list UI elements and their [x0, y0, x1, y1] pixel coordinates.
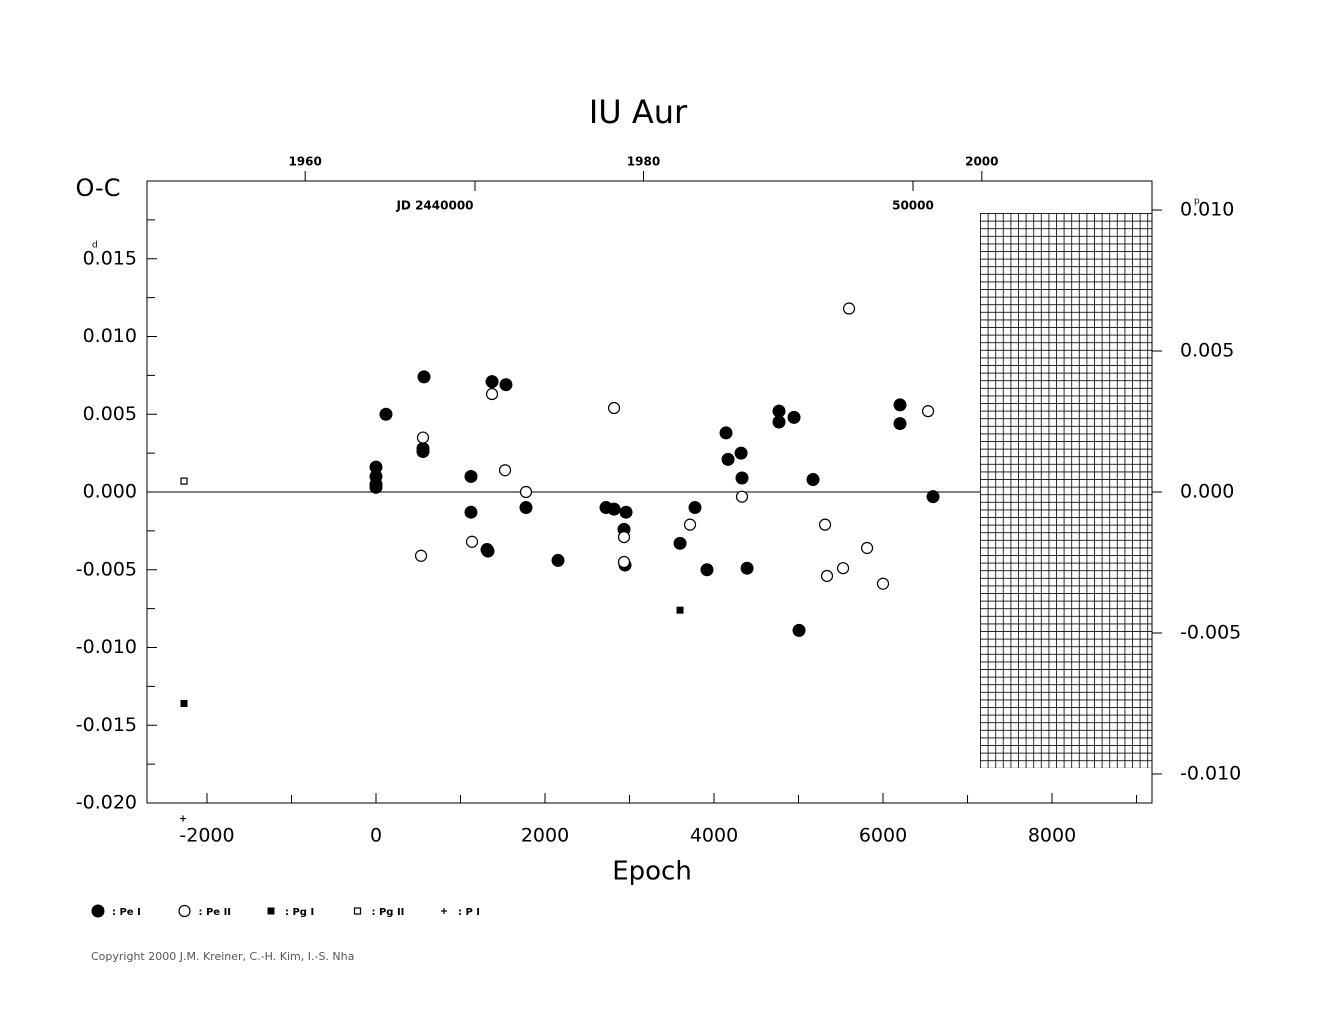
y2-tick-label: -0.005: [1180, 621, 1241, 643]
y-tick-label: 0.015: [83, 247, 137, 269]
point: [820, 569, 834, 583]
x-tick-label: 2000: [521, 825, 569, 847]
legend-marker: [441, 908, 447, 914]
point: [683, 518, 697, 531]
point: [607, 502, 621, 516]
point: [860, 541, 874, 555]
point: [926, 490, 940, 504]
x-tick-label: 0: [370, 825, 382, 847]
x-tick-label: -2000: [179, 825, 234, 847]
point: [519, 485, 533, 499]
legend-label: : Pg II: [372, 907, 405, 918]
y2-tick-label: 0.000: [1180, 481, 1234, 503]
legend-label: : P I: [458, 907, 480, 918]
point: [818, 518, 832, 531]
point: [617, 530, 631, 544]
point: [842, 302, 856, 315]
point: [787, 410, 801, 424]
y-unit: d: [92, 241, 98, 251]
point: [519, 501, 533, 515]
y-tick-label: -0.015: [76, 714, 137, 736]
point: [607, 401, 621, 415]
point: [721, 452, 735, 466]
point: [772, 415, 786, 429]
x2-tick-label: 2000: [965, 155, 998, 169]
x-axis-label: Epoch: [612, 857, 692, 887]
point: [921, 405, 935, 418]
point: [700, 563, 714, 577]
point: [617, 555, 631, 569]
y-tick-label: -0.005: [76, 558, 137, 580]
point: [772, 404, 786, 418]
y-tick-label: 0.010: [83, 325, 137, 347]
legend-label: : Pe II: [199, 907, 232, 918]
point: [481, 544, 495, 558]
x-tick-label: 6000: [859, 825, 907, 847]
point: [180, 477, 188, 485]
y2-unit: p: [1194, 197, 1200, 207]
point: [416, 431, 430, 444]
point: [676, 606, 684, 614]
point: [180, 699, 188, 707]
point: [499, 378, 513, 392]
point: [734, 446, 748, 460]
point: [740, 561, 754, 575]
point: [417, 370, 431, 384]
point: [836, 562, 850, 575]
point: [464, 505, 478, 519]
legend-marker: [267, 907, 275, 915]
point: [619, 505, 633, 519]
point: [179, 815, 186, 822]
copyright: Copyright 2000 J.M. Kreiner, C.-H. Kim, …: [91, 950, 354, 963]
point: [893, 417, 907, 431]
point: [416, 445, 430, 459]
point: [735, 490, 749, 503]
legend-label: : Pe I: [112, 907, 141, 918]
point: [876, 577, 890, 590]
point: [792, 623, 806, 637]
y-tick-label: -0.020: [76, 792, 137, 814]
point: [719, 426, 733, 440]
point: [893, 398, 907, 412]
point: [551, 553, 565, 567]
y-tick-label: 0.005: [83, 403, 137, 425]
y2-tick-label: 0.005: [1180, 340, 1234, 362]
point: [485, 387, 499, 401]
point: [806, 473, 820, 487]
hatch-region: [980, 213, 1152, 768]
point: [464, 469, 478, 483]
point: [379, 407, 393, 421]
x-tick-label: 8000: [1028, 825, 1076, 847]
point: [414, 549, 428, 562]
legend-marker: [91, 904, 105, 918]
legend-label: : Pg I: [285, 907, 314, 918]
chart-title: IU Aur: [589, 93, 688, 131]
point: [688, 501, 702, 515]
legend-marker: [353, 907, 362, 915]
point: [485, 375, 499, 389]
point: [369, 460, 383, 474]
point: [673, 536, 687, 550]
y-tick-label: -0.010: [76, 636, 137, 658]
x-tick-label: 4000: [690, 825, 738, 847]
y-tick-label: 0.000: [83, 481, 137, 503]
x2-tick-label: 1960: [288, 155, 321, 169]
y2-tick-label: -0.010: [1180, 762, 1241, 784]
point: [369, 480, 383, 494]
x2-tick-label: 1980: [627, 155, 660, 169]
legend-marker: [178, 904, 191, 918]
jd-tick-label: JD 2440000: [395, 199, 473, 213]
point: [465, 535, 479, 548]
point: [498, 464, 512, 477]
point: [735, 471, 749, 485]
y2-tick-label: 0.010: [1180, 199, 1234, 221]
jd-tick-label: 50000: [892, 199, 934, 213]
y-axis-label: O-C: [76, 174, 121, 202]
